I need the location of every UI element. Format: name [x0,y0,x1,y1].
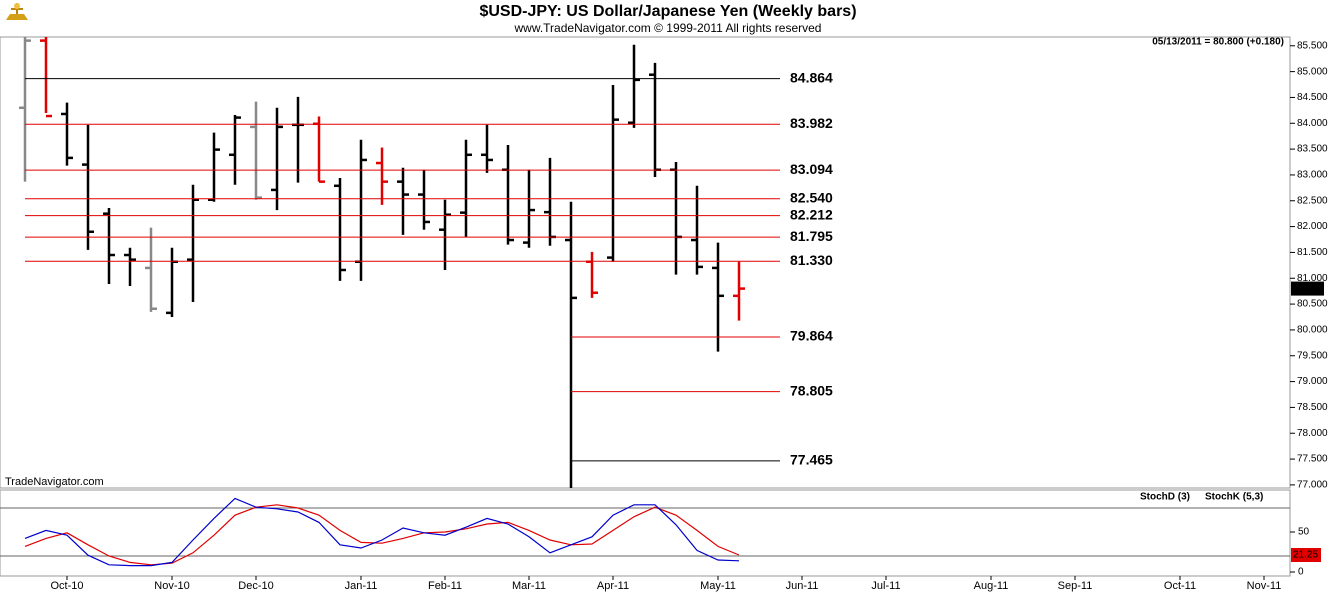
y-tick-label: 78.000 [1297,428,1328,439]
level-label: 83.982 [790,115,833,131]
x-tick-label: Apr-11 [597,580,629,592]
y-tick-label: 79.500 [1297,350,1328,361]
legend-label: StochD (3) [1140,492,1190,503]
level-label: 78.805 [790,382,833,398]
price-info: 05/13/2011 = 80.800 (+0.180) [1152,37,1284,48]
stoch-line [24,504,740,566]
level-label: 84.864 [790,69,833,85]
y-tick-label: 80.000 [1297,325,1328,336]
y-tick-label: 80.500 [1297,299,1328,310]
level-label: 81.795 [790,228,833,244]
level-label: 79.864 [790,328,833,344]
y-tick-label: 81.000 [1297,273,1328,284]
x-tick-label: Oct-11 [1164,580,1196,592]
watermark: TradeNavigator.com [5,476,104,488]
x-tick-label: Aug-11 [974,580,1009,592]
last-value-label: 21.25 [1293,550,1318,561]
x-tick-label: Feb-11 [428,580,462,592]
level-label: 82.212 [790,206,833,222]
x-tick-label: Nov-11 [1247,580,1282,592]
chart-subtitle: www.TradeNavigator.com © 1999-2011 All r… [514,21,822,35]
x-tick-label: Oct-10 [50,580,83,592]
x-tick-label: Dec-10 [238,580,273,592]
y-tick-label: 77.000 [1297,480,1328,491]
x-tick-label: Jan-11 [345,580,378,592]
x-tick-label: Jun-11 [786,580,819,592]
y-tick-label: 82.500 [1297,195,1328,206]
y-tick-label: 79.000 [1297,376,1328,387]
last-value-box [1291,548,1321,562]
x-tick-label: Nov-10 [154,580,189,592]
last-price-label: 80.800 [1293,283,1324,294]
y-tick-label: 85.500 [1297,40,1328,51]
level-label: 82.540 [790,189,833,205]
last-price-box [1291,281,1324,296]
main-frame [0,36,1291,489]
chart-title: $USD-JPY: US Dollar/Japanese Yen (Weekly… [479,3,856,20]
x-tick-label: Jul-11 [871,580,900,592]
y-tick-label: 82.000 [1297,221,1328,232]
x-tick-label: Sep-11 [1058,580,1093,592]
y-tick-label: 83.000 [1297,170,1328,181]
y-tick-label: 50 [1298,527,1310,538]
y-tick-label: 83.500 [1297,144,1328,155]
y-tick-label: 85.000 [1297,66,1328,77]
level-label: 81.330 [790,252,833,268]
y-tick-label: 84.000 [1297,118,1328,129]
y-tick-label: 77.500 [1297,454,1328,465]
level-label: 83.094 [790,161,833,177]
level-label: 77.465 [790,452,833,468]
logo [6,3,28,20]
y-tick-label: 81.500 [1297,247,1328,258]
y-tick-label: 78.500 [1297,402,1328,413]
y-tick-label: 0 [1298,567,1304,578]
stoch-frame [0,489,1291,577]
stoch-line [24,497,740,567]
x-tick-label: Mar-11 [512,580,546,592]
x-tick-label: May-11 [700,580,736,592]
legend-label: StochK (5,3) [1205,492,1263,503]
y-tick-label: 84.500 [1297,92,1328,103]
